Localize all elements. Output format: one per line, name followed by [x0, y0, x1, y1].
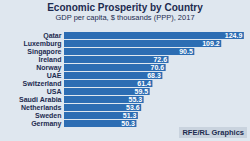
- svg-text:55.3: 55.3: [129, 96, 143, 103]
- svg-text:Netherlands: Netherlands: [21, 104, 62, 111]
- html-text:RFE/RL Graphics: RFE/RL Graphics: [182, 128, 244, 137]
- svg-text:Norway: Norway: [36, 64, 61, 72]
- svg-text:Germany: Germany: [31, 120, 61, 128]
- svg-text:Qatar: Qatar: [43, 32, 62, 40]
- svg-text:90.5: 90.5: [179, 48, 193, 55]
- svg-text:68.3: 68.3: [147, 72, 161, 79]
- svg-text:72.6: 72.6: [153, 56, 167, 63]
- svg-text:USA: USA: [47, 88, 62, 95]
- svg-text:Singapore: Singapore: [27, 48, 61, 56]
- svg-text:Saudi Arabia: Saudi Arabia: [19, 96, 62, 103]
- html-text:Economic Prosperity by Country: Economic Prosperity by Country: [47, 2, 203, 13]
- svg-text:Sweden: Sweden: [35, 112, 61, 119]
- svg-text:51.3: 51.3: [123, 112, 137, 119]
- svg-text:53.6: 53.6: [126, 104, 140, 111]
- svg-text:61.4: 61.4: [137, 80, 151, 87]
- svg-text:Ireland: Ireland: [39, 56, 62, 63]
- svg-text:70.6: 70.6: [151, 64, 165, 71]
- svg-text:50.3: 50.3: [121, 120, 135, 127]
- svg-text:59.5: 59.5: [135, 88, 149, 95]
- svg-text:124.9: 124.9: [225, 32, 243, 39]
- html-text:GDP per capita, $ thousands (P: GDP per capita, $ thousands (PPP), 2017: [55, 13, 195, 22]
- svg-text:UAE: UAE: [47, 72, 62, 79]
- svg-text:Luxemburg: Luxemburg: [23, 40, 61, 48]
- svg-text:Switzerland: Switzerland: [23, 80, 62, 87]
- svg-text:109.2: 109.2: [202, 40, 220, 47]
